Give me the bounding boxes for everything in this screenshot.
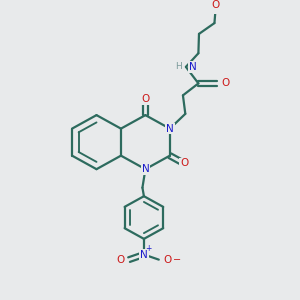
Text: N: N bbox=[140, 250, 148, 260]
Text: O: O bbox=[212, 0, 220, 10]
Text: O: O bbox=[221, 78, 229, 88]
Text: N: N bbox=[166, 124, 174, 134]
Text: O: O bbox=[141, 94, 149, 104]
Text: O: O bbox=[180, 158, 188, 169]
Text: O: O bbox=[163, 255, 171, 265]
Text: N: N bbox=[189, 62, 196, 72]
Text: O: O bbox=[117, 255, 125, 265]
Text: H: H bbox=[176, 62, 182, 71]
Text: −: − bbox=[172, 255, 181, 265]
Text: +: + bbox=[145, 244, 151, 253]
Text: N: N bbox=[142, 164, 149, 174]
